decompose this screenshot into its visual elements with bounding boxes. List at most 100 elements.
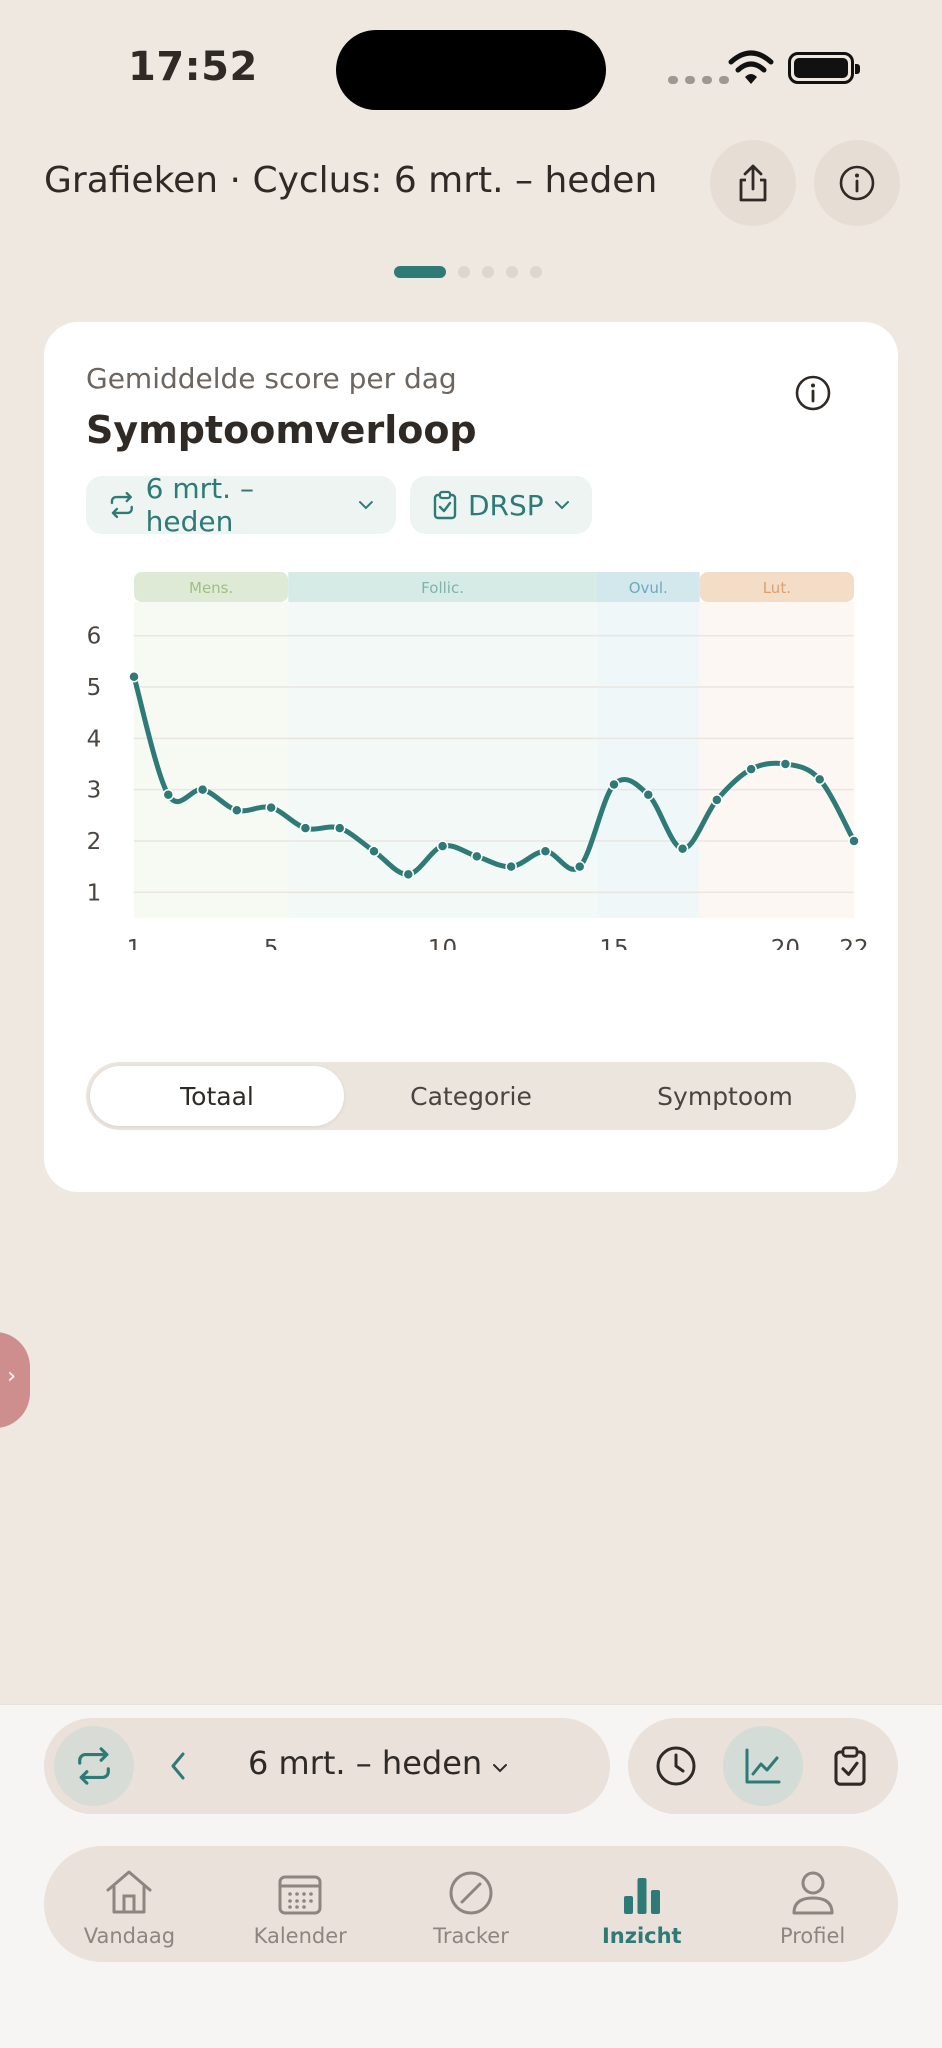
x-tick-label: 20 xyxy=(771,936,800,950)
series-line xyxy=(131,674,857,877)
questionnaire-filter-label: DRSP xyxy=(468,488,544,522)
tab-label: Inzicht xyxy=(601,1924,682,1948)
x-tick-label: 15 xyxy=(599,936,628,950)
data-point xyxy=(642,789,655,801)
page-dot-3[interactable] xyxy=(482,266,494,278)
person-icon xyxy=(792,1871,834,1915)
data-point xyxy=(231,804,243,816)
phase-label: Follic. xyxy=(421,579,464,597)
data-point xyxy=(676,842,689,855)
page-indicator[interactable] xyxy=(394,266,542,278)
y-tick-label: 2 xyxy=(87,829,102,855)
chart-view-button[interactable] xyxy=(723,1726,803,1806)
y-tick-label: 5 xyxy=(87,675,102,701)
tab-profiel[interactable]: Profiel xyxy=(727,1846,898,1962)
tab-label: Profiel xyxy=(779,1924,846,1948)
tab-inzicht[interactable]: Inzicht xyxy=(556,1846,727,1962)
repeat-icon xyxy=(78,1747,110,1785)
page-dot-4[interactable] xyxy=(506,266,518,278)
segment-categorie[interactable]: Categorie xyxy=(410,1081,532,1111)
battery-icon xyxy=(788,52,860,84)
tab-bar: Vandaag Kalender Tracker Inzicht Profiel xyxy=(44,1846,898,1962)
tab-label: Vandaag xyxy=(83,1924,176,1948)
data-point xyxy=(539,845,552,858)
phase-background xyxy=(134,602,289,918)
tab-tracker[interactable]: Tracker xyxy=(386,1846,557,1962)
symptom-chart-card: Gemiddelde score per dag Symptoomverloop… xyxy=(44,322,898,1192)
page-dot-2[interactable] xyxy=(458,266,470,278)
cycle-range-selector[interactable]: 6 mrt. – heden xyxy=(44,1718,610,1814)
phase-band xyxy=(134,572,289,602)
phase-background xyxy=(596,602,700,918)
chevron-down-icon xyxy=(493,1764,508,1773)
phase-band xyxy=(288,572,597,602)
view-mode-selector[interactable] xyxy=(628,1718,898,1814)
clipboard-check-icon xyxy=(834,1746,866,1786)
page-dot-1[interactable] xyxy=(394,266,446,278)
chevron-down-icon xyxy=(359,501,374,510)
phase-background xyxy=(288,602,597,918)
data-point xyxy=(779,758,792,770)
data-point xyxy=(436,840,449,852)
data-point xyxy=(368,845,380,858)
data-point xyxy=(333,822,346,834)
clipboard-check-icon xyxy=(433,490,457,520)
status-time: 17:52 xyxy=(128,44,258,90)
data-point xyxy=(196,783,209,796)
data-point xyxy=(162,789,175,801)
signal-icon xyxy=(668,76,729,84)
share-button[interactable] xyxy=(710,140,796,226)
y-tick-label: 6 xyxy=(87,624,102,650)
card-title: Symptoomverloop xyxy=(86,408,477,452)
data-point xyxy=(265,801,277,814)
segment-totaal[interactable]: Totaal xyxy=(90,1066,344,1126)
data-point xyxy=(711,794,723,806)
info-button[interactable] xyxy=(814,140,900,226)
clock-icon xyxy=(656,1746,696,1786)
data-point xyxy=(848,835,860,847)
data-point xyxy=(608,778,620,791)
phase-label: Mens. xyxy=(189,579,233,597)
data-point xyxy=(299,822,312,834)
y-tick-label: 1 xyxy=(87,880,102,906)
phase-label: Lut. xyxy=(763,579,791,597)
date-range-filter[interactable]: 6 mrt. – heden xyxy=(86,472,396,538)
cycle-switch-button[interactable] xyxy=(54,1726,134,1806)
line-chart-icon xyxy=(745,1748,781,1784)
report-view-button[interactable] xyxy=(810,1726,890,1806)
data-point xyxy=(505,860,517,873)
history-view-button[interactable] xyxy=(636,1726,716,1806)
questionnaire-filter[interactable]: DRSP xyxy=(410,476,592,534)
phase-label: Ovul. xyxy=(629,579,668,597)
data-point xyxy=(128,670,140,683)
bar-chart-icon xyxy=(623,1878,660,1914)
tab-label: Kalender xyxy=(253,1924,347,1948)
chevron-down-icon xyxy=(554,501,569,510)
date-range-filter-label: 6 mrt. – heden xyxy=(145,472,254,538)
tab-vandaag[interactable]: Vandaag xyxy=(44,1846,215,1962)
dynamic-island xyxy=(336,30,606,110)
phase-background xyxy=(699,602,854,918)
phase-band xyxy=(699,572,854,602)
chart-mode-segmented-control[interactable]: Totaal Categorie Symptoom xyxy=(86,1062,856,1130)
side-drawer-handle[interactable]: › xyxy=(0,1332,30,1428)
tracker-icon xyxy=(449,1871,493,1915)
x-tick-label: 22 xyxy=(839,936,868,950)
data-point xyxy=(573,860,586,873)
segment-symptoom[interactable]: Symptoom xyxy=(657,1081,793,1111)
home-icon xyxy=(106,1870,152,1914)
tab-kalender[interactable]: Kalender xyxy=(215,1846,386,1962)
phase-band xyxy=(596,572,700,602)
info-icon[interactable] xyxy=(794,374,832,412)
cycle-range-label[interactable]: 6 mrt. – heden xyxy=(248,1744,508,1782)
y-tick-label: 3 xyxy=(87,778,102,804)
info-icon xyxy=(839,165,875,201)
x-tick-label: 1 xyxy=(127,936,142,950)
card-subtitle: Gemiddelde score per dag xyxy=(86,362,457,395)
repeat-icon xyxy=(110,491,133,519)
page-dot-5[interactable] xyxy=(530,266,542,278)
share-icon xyxy=(739,164,767,202)
chevron-left-icon[interactable] xyxy=(168,1746,188,1786)
tab-label: Tracker xyxy=(433,1924,509,1948)
